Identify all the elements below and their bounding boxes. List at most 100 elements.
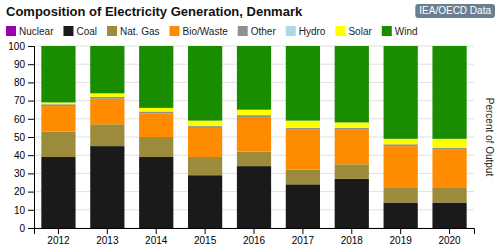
y-tick: 10 xyxy=(14,205,34,216)
bar xyxy=(286,121,320,128)
x-tick: 2016 xyxy=(243,228,266,246)
y-tick-label: 0 xyxy=(19,223,25,234)
grid xyxy=(34,46,474,228)
x-tick: 2012 xyxy=(47,228,70,246)
bar xyxy=(41,46,75,102)
x-tick-label: 2013 xyxy=(96,235,119,246)
legend-item: Hydro xyxy=(286,26,326,37)
y-tick-label: 30 xyxy=(14,168,26,179)
x-tick-mark xyxy=(205,228,206,234)
y-tick-mark xyxy=(28,210,34,211)
bar xyxy=(335,130,369,165)
y-tick-label: 100 xyxy=(8,41,25,52)
bar xyxy=(139,46,173,108)
legend-label: Bio/Waste xyxy=(183,26,229,37)
legend-label: Other xyxy=(251,26,277,37)
x-axis: 201220132014201520162017201820192020 xyxy=(35,228,475,246)
legend-label: Nat. Gas xyxy=(120,26,159,37)
x-tick: 2017 xyxy=(292,228,315,246)
x-tick-mark xyxy=(400,228,401,234)
x-tick: 2014 xyxy=(145,228,168,246)
bar xyxy=(432,203,466,228)
bar xyxy=(41,157,75,228)
y-tick-mark xyxy=(28,101,34,102)
chart: Composition of Electricity Generation, D… xyxy=(0,0,500,250)
y-tick-label: 90 xyxy=(14,59,26,70)
x-tick-mark xyxy=(449,228,450,234)
bar xyxy=(335,179,369,228)
y-tick-mark xyxy=(28,64,34,65)
bar xyxy=(90,124,124,146)
plot: 2012201320142015201620172018201920200102… xyxy=(8,41,474,246)
x-tick-mark xyxy=(254,228,255,234)
legend-item: Other xyxy=(238,26,277,37)
bar xyxy=(335,128,369,130)
y-tick-mark xyxy=(28,173,34,174)
x-tick: 2013 xyxy=(96,228,119,246)
y-tick-label: 80 xyxy=(14,77,26,88)
bar xyxy=(384,188,418,203)
bar xyxy=(432,148,466,150)
legend-swatch xyxy=(107,26,117,36)
x-tick-mark xyxy=(107,228,108,234)
bar xyxy=(432,46,466,139)
legend-swatch xyxy=(382,26,392,36)
bar xyxy=(139,112,173,114)
bar xyxy=(188,46,222,121)
bar xyxy=(384,139,418,144)
legend-label: Coal xyxy=(76,26,97,37)
legend-item: Bio/Waste xyxy=(170,26,229,37)
bar xyxy=(432,188,466,203)
y-tick: 70 xyxy=(14,95,34,106)
bar xyxy=(188,126,222,128)
x-tick: 2018 xyxy=(341,228,364,246)
legend-label: Solar xyxy=(348,26,372,37)
legend-swatch xyxy=(63,26,73,36)
y-tick-mark xyxy=(28,82,34,83)
y-tick: 90 xyxy=(14,59,34,70)
bar xyxy=(286,170,320,185)
x-tick: 2020 xyxy=(438,228,461,246)
bar xyxy=(432,139,466,148)
y-tick-label: 60 xyxy=(14,114,26,125)
y-tick-label: 70 xyxy=(14,95,26,106)
bar xyxy=(335,46,369,122)
bar xyxy=(90,46,124,93)
bar xyxy=(237,117,271,152)
bar xyxy=(90,93,124,97)
legend-label: Hydro xyxy=(299,26,326,37)
bar xyxy=(286,128,320,130)
legend-item: Nuclear xyxy=(6,26,54,37)
bar xyxy=(237,166,271,228)
legend: Nuclear Coal Nat. Gas Bio/Waste Other Hydro So… xyxy=(6,26,418,37)
bar xyxy=(286,184,320,228)
badge-box xyxy=(415,4,495,18)
bar xyxy=(41,132,75,157)
title: Composition of Electricity Generation, D… xyxy=(6,4,303,19)
bar xyxy=(41,102,75,104)
legend-item: Wind xyxy=(382,26,418,37)
y-tick-label: 40 xyxy=(14,150,26,161)
series xyxy=(41,46,466,139)
legend-swatch xyxy=(286,26,296,36)
y-tick-mark xyxy=(28,137,34,138)
x-tick-label: 2018 xyxy=(341,235,364,246)
y-tick-label: 20 xyxy=(14,186,26,197)
x-tick-mark xyxy=(58,228,59,234)
x-tick-mark xyxy=(156,228,157,234)
legend-swatch xyxy=(335,26,345,36)
y-tick: 100 xyxy=(8,41,34,52)
x-tick-label: 2012 xyxy=(47,235,70,246)
y-tick-mark xyxy=(28,119,34,120)
legend-item: Nat. Gas xyxy=(107,26,159,37)
bar xyxy=(335,164,369,179)
legend-item: Coal xyxy=(63,26,97,37)
y-axis: 0 10 20 30 40 50 60 70 80 90 100 xyxy=(8,41,34,234)
y-tick-mark xyxy=(28,46,34,47)
y-tick: 50 xyxy=(14,132,34,143)
x-tick: 2015 xyxy=(194,228,217,246)
y-tick: 0 xyxy=(19,223,34,234)
legend-swatch xyxy=(6,26,16,36)
bar xyxy=(139,137,173,157)
bar xyxy=(139,113,173,137)
